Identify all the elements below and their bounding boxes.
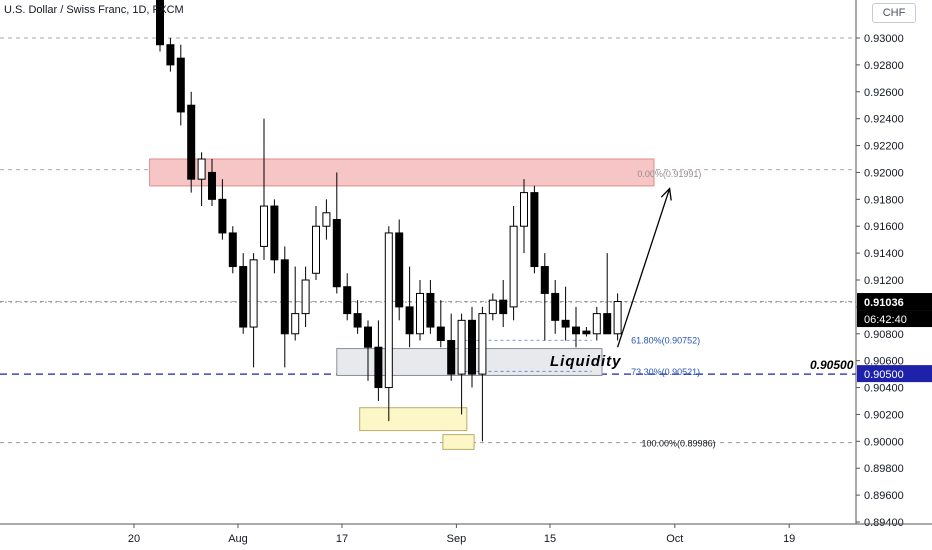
fib-level-label: 73.30%(0.90521) xyxy=(631,367,700,377)
price-tick-label: 0.90200 xyxy=(864,409,904,421)
time-tick-label: 15 xyxy=(544,533,556,545)
price-tick-label: 0.90000 xyxy=(864,436,904,448)
key-level-label: 0.90500 xyxy=(810,358,854,372)
key-level-axis-label: 0.90500 xyxy=(864,369,904,381)
candle-body xyxy=(468,319,476,375)
time-tick-label: Oct xyxy=(666,533,683,545)
candle-body xyxy=(447,340,456,375)
countdown-tag xyxy=(857,310,932,328)
arrow-line xyxy=(616,188,671,348)
countdown-label: 06:42:40 xyxy=(864,314,907,326)
candle-body xyxy=(364,326,372,348)
chart-title: U.S. Dollar / Swiss Franc, 1D, FXCM xyxy=(4,4,184,16)
time-tick-label: 19 xyxy=(783,533,795,545)
time-tick-label: 17 xyxy=(336,533,348,545)
price-tick-label: 0.93000 xyxy=(864,33,904,45)
price-tick-label: 0.92600 xyxy=(864,87,904,99)
candle-body xyxy=(499,299,508,315)
candle-body xyxy=(416,292,424,335)
candle-body xyxy=(384,232,393,389)
arrow-head xyxy=(660,187,672,201)
candle-body xyxy=(436,326,445,341)
price-tick-label: 0.90400 xyxy=(864,383,904,395)
candles xyxy=(156,0,622,442)
candle-body xyxy=(613,301,622,335)
fib-levels: 0.00%(0.91991) 61.80%(0.90752) 73.30%(0.90… xyxy=(458,169,716,449)
candle-body xyxy=(561,319,570,328)
current-price-tag xyxy=(857,293,932,311)
candle-body xyxy=(343,286,352,315)
price-tick-label: 0.91600 xyxy=(864,221,904,233)
candle-body xyxy=(582,330,591,335)
candle-body xyxy=(156,0,164,46)
candle-body xyxy=(228,232,237,268)
candle-body xyxy=(530,192,539,268)
current-price-label: 0.91036 xyxy=(864,297,904,309)
candle-body xyxy=(218,198,227,234)
candle-body xyxy=(208,171,216,200)
plot-background xyxy=(0,0,856,524)
candle-body xyxy=(405,306,414,335)
candle-body xyxy=(603,313,612,335)
price-tick-label: 0.92800 xyxy=(864,60,904,72)
candle-body xyxy=(457,319,466,375)
candle-body xyxy=(592,313,601,335)
fib-level-label: 100.00%(0.89986) xyxy=(642,439,716,449)
candle-body xyxy=(551,292,560,321)
price-tick-label: 0.91800 xyxy=(864,194,904,206)
liquidity-annotation: Liquidity xyxy=(550,353,622,370)
zone-low-1 xyxy=(359,407,468,432)
candle-body xyxy=(187,104,196,180)
zone-low-2 xyxy=(442,434,475,450)
key-level-tag xyxy=(857,365,932,383)
price-tick-label: 0.89600 xyxy=(864,490,904,502)
candle-body xyxy=(301,279,310,315)
candle-body xyxy=(353,313,362,328)
price-tick-label: 0.92400 xyxy=(864,114,904,126)
price-tick-label: 0.90600 xyxy=(864,356,904,368)
candle-body xyxy=(322,212,331,227)
price-tick-label: 0.90800 xyxy=(864,329,904,341)
price-tick-label: 0.91200 xyxy=(864,275,904,287)
annotations: Liquidity 0.90500 xyxy=(550,187,854,372)
candle-body xyxy=(478,313,487,375)
price-tick-label: 0.89400 xyxy=(864,517,904,529)
candle-body xyxy=(280,259,289,335)
fib-level-label: 0.00%(0.91991) xyxy=(637,169,701,179)
candle-body xyxy=(572,326,580,335)
candle-body xyxy=(312,225,320,274)
candle-body xyxy=(249,259,258,328)
candle-body xyxy=(540,266,549,294)
candle-body xyxy=(520,192,528,227)
candle-body xyxy=(291,313,300,335)
candle-body xyxy=(374,346,383,389)
candle-body xyxy=(166,44,175,66)
time-tick-label: Sep xyxy=(447,533,467,545)
currency-button[interactable]: CHF xyxy=(872,3,916,23)
zone-supply xyxy=(149,158,655,187)
candle-body xyxy=(395,232,404,308)
time-tick-label: 20 xyxy=(128,533,140,545)
time-tick-label: Aug xyxy=(228,533,248,545)
zones xyxy=(149,158,655,450)
price-tick-label: 0.91400 xyxy=(864,248,904,260)
candle-body xyxy=(332,219,341,288)
price-tick-label: 0.92200 xyxy=(864,141,904,153)
candle-body xyxy=(509,225,518,308)
price-tick-label: 0.92000 xyxy=(864,167,904,179)
candle-body xyxy=(176,57,185,113)
candle-body xyxy=(239,266,248,328)
candle-body xyxy=(488,299,497,315)
candle-body xyxy=(426,292,435,328)
candle-body xyxy=(270,205,279,261)
horizontal-levels xyxy=(0,37,856,444)
fib-level-label: 61.80%(0.90752) xyxy=(631,336,700,346)
candle-body xyxy=(197,158,206,180)
price-tick-label: 0.89800 xyxy=(864,463,904,475)
candle-body xyxy=(260,205,268,247)
